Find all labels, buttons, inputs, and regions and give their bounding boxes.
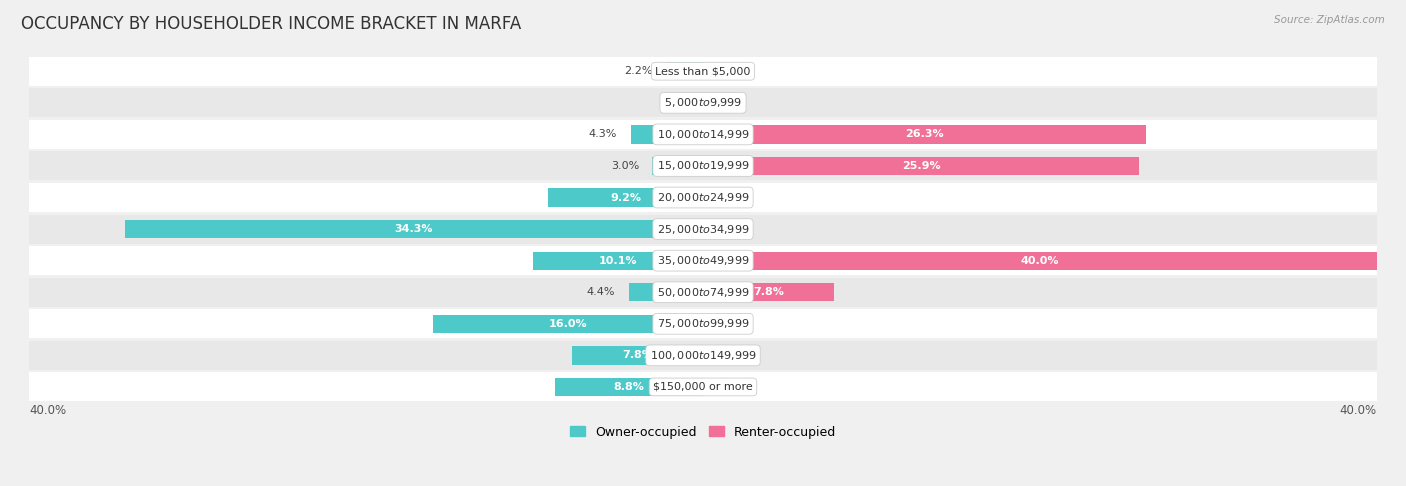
Text: 7.8%: 7.8% <box>754 287 785 297</box>
Bar <box>30 341 1376 370</box>
Text: 2.2%: 2.2% <box>624 66 652 76</box>
Text: 26.3%: 26.3% <box>905 129 943 139</box>
Bar <box>30 88 1376 117</box>
Bar <box>652 157 703 175</box>
Bar <box>548 189 703 207</box>
Bar <box>30 372 1376 401</box>
Text: 0.0%: 0.0% <box>717 66 745 76</box>
Text: 40.0%: 40.0% <box>1021 256 1059 266</box>
Text: 16.0%: 16.0% <box>548 319 588 329</box>
Bar <box>30 214 1376 243</box>
Text: Source: ZipAtlas.com: Source: ZipAtlas.com <box>1274 15 1385 25</box>
Text: $20,000 to $24,999: $20,000 to $24,999 <box>657 191 749 204</box>
Bar <box>30 246 1376 275</box>
Text: $35,000 to $49,999: $35,000 to $49,999 <box>657 254 749 267</box>
Bar <box>30 57 1376 86</box>
Bar <box>533 252 703 270</box>
Bar <box>628 283 703 301</box>
Text: 0.0%: 0.0% <box>661 98 689 108</box>
Text: 0.0%: 0.0% <box>717 192 745 203</box>
Bar <box>572 346 703 364</box>
Text: $150,000 or more: $150,000 or more <box>654 382 752 392</box>
Text: 25.9%: 25.9% <box>901 161 941 171</box>
Bar <box>703 283 834 301</box>
Bar <box>703 252 1376 270</box>
Bar <box>30 120 1376 149</box>
Bar <box>630 125 703 143</box>
Bar <box>125 220 703 238</box>
Bar <box>433 314 703 333</box>
Bar <box>666 62 703 80</box>
Bar <box>30 309 1376 338</box>
Text: 0.0%: 0.0% <box>717 350 745 360</box>
Text: 9.2%: 9.2% <box>610 192 641 203</box>
Text: 3.0%: 3.0% <box>610 161 638 171</box>
Bar <box>30 183 1376 212</box>
Legend: Owner-occupied, Renter-occupied: Owner-occupied, Renter-occupied <box>565 420 841 444</box>
Bar <box>703 157 1139 175</box>
Text: Less than $5,000: Less than $5,000 <box>655 66 751 76</box>
Text: 10.1%: 10.1% <box>599 256 637 266</box>
Text: $15,000 to $19,999: $15,000 to $19,999 <box>657 159 749 173</box>
Text: 4.3%: 4.3% <box>589 129 617 139</box>
Text: 40.0%: 40.0% <box>30 404 66 417</box>
Bar <box>30 152 1376 180</box>
Text: $50,000 to $74,999: $50,000 to $74,999 <box>657 286 749 299</box>
Text: 0.0%: 0.0% <box>717 224 745 234</box>
Bar <box>703 125 1146 143</box>
Text: OCCUPANCY BY HOUSEHOLDER INCOME BRACKET IN MARFA: OCCUPANCY BY HOUSEHOLDER INCOME BRACKET … <box>21 15 522 33</box>
Bar <box>555 378 703 396</box>
Text: $10,000 to $14,999: $10,000 to $14,999 <box>657 128 749 141</box>
Text: 0.0%: 0.0% <box>717 98 745 108</box>
Text: 34.3%: 34.3% <box>395 224 433 234</box>
Text: $25,000 to $34,999: $25,000 to $34,999 <box>657 223 749 236</box>
Text: 7.8%: 7.8% <box>621 350 652 360</box>
Text: $75,000 to $99,999: $75,000 to $99,999 <box>657 317 749 330</box>
Text: 40.0%: 40.0% <box>1340 404 1376 417</box>
Text: $5,000 to $9,999: $5,000 to $9,999 <box>664 96 742 109</box>
Text: 4.4%: 4.4% <box>586 287 616 297</box>
Bar <box>30 278 1376 307</box>
Text: 8.8%: 8.8% <box>613 382 644 392</box>
Text: $100,000 to $149,999: $100,000 to $149,999 <box>650 349 756 362</box>
Text: 0.0%: 0.0% <box>717 319 745 329</box>
Text: 0.0%: 0.0% <box>717 382 745 392</box>
